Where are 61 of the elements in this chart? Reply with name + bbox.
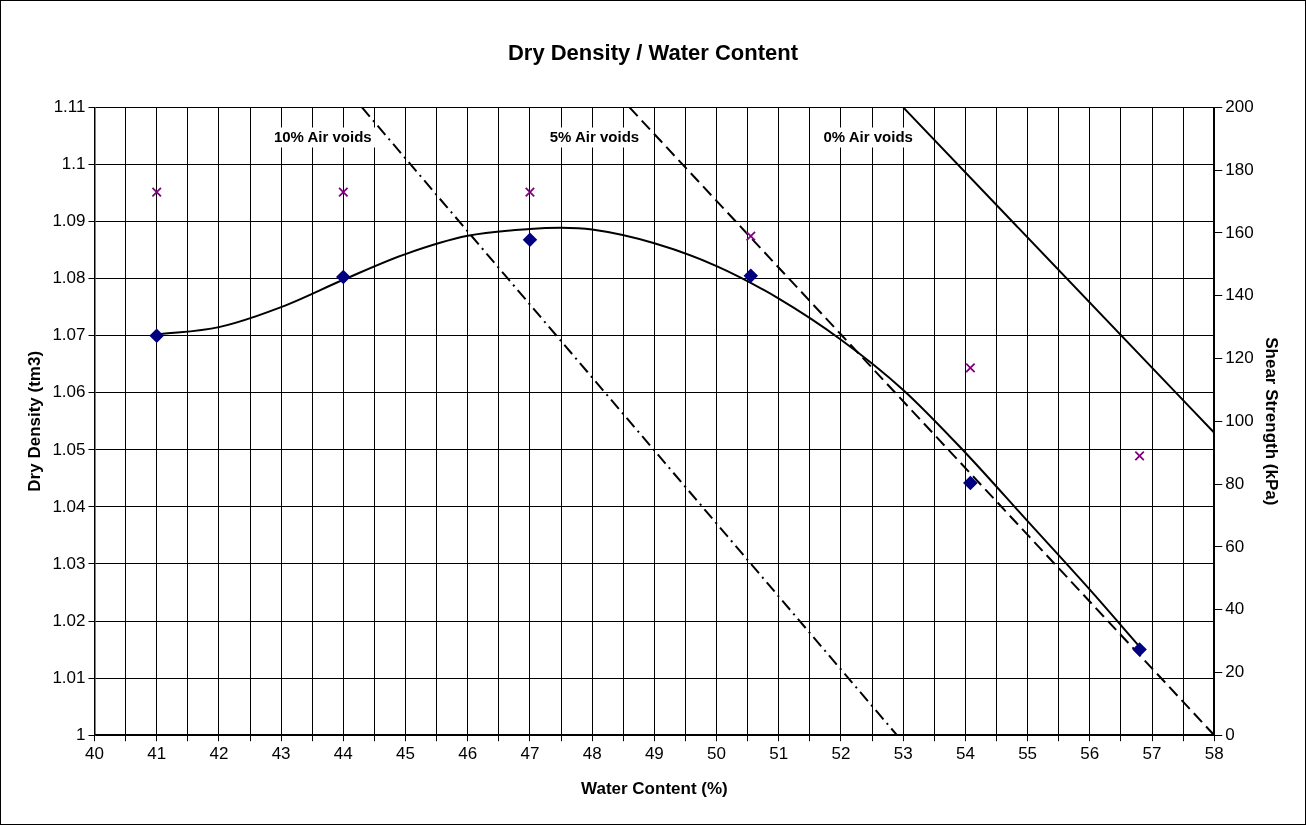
- point: [336, 270, 351, 284]
- point: [149, 328, 164, 343]
- y2-tick-label: 160: [1225, 222, 1254, 242]
- point: [963, 476, 978, 490]
- x-tick-label: 55: [1018, 744, 1038, 764]
- y2-tick-label: 0: [1225, 724, 1235, 744]
- x-tick-label: 43: [271, 744, 291, 764]
- y2-tick-label: 120: [1225, 348, 1254, 368]
- x-tick-label: 53: [893, 744, 913, 764]
- x-tick-label: 51: [769, 744, 789, 764]
- x-tick-label: 42: [209, 744, 229, 764]
- chart-title: Dry Density / Water Content: [507, 40, 799, 66]
- x-tick-label: 45: [396, 744, 415, 764]
- x-tick-label: 49: [644, 744, 664, 764]
- point: [745, 230, 756, 242]
- y-axis-title: Dry Density (tm3): [24, 350, 44, 492]
- y-tick-label: 1.03: [52, 553, 86, 573]
- y-tick-label: 1.11: [53, 97, 86, 117]
- y-tick-label: 1: [76, 724, 86, 744]
- y2-tick-label: 20: [1225, 662, 1245, 682]
- y-tick-label: 1.05: [52, 439, 86, 459]
- y-tick-label: 1.09: [52, 211, 86, 231]
- point: [743, 268, 758, 283]
- point: [338, 187, 349, 198]
- y2-axis-title: Shear Strength (kPa): [1262, 337, 1282, 506]
- y-tick-label: 1.08: [52, 268, 86, 288]
- y-tick-label: 1.1: [61, 154, 86, 174]
- point: [524, 187, 536, 198]
- y2-tick-label: 60: [1225, 536, 1245, 556]
- y2-tick-label: 200: [1225, 97, 1254, 117]
- x-tick-label: 41: [147, 744, 167, 764]
- x-tick-label: 40: [85, 744, 104, 764]
- point: [523, 232, 537, 247]
- x-tick-label: 50: [707, 744, 727, 764]
- x-axis-title: Water Content (%): [581, 779, 728, 799]
- point: [965, 362, 976, 374]
- series-label: 5% Air voids: [549, 127, 640, 145]
- series-label: 0% Air voids: [823, 127, 913, 145]
- y-tick-label: 1.04: [52, 496, 86, 516]
- point: [1134, 450, 1145, 461]
- x-tick-label: 44: [333, 744, 353, 764]
- y2-tick-label: 100: [1225, 410, 1254, 430]
- x-tick-label: 47: [520, 744, 540, 764]
- y2-tick-label: 140: [1225, 285, 1254, 305]
- x-tick-label: 46: [458, 744, 478, 764]
- y-tick-label: 1.01: [52, 667, 86, 687]
- y2-tick-label: 40: [1225, 599, 1245, 619]
- x-tick-label: 57: [1142, 744, 1162, 764]
- x-tick-label: 48: [582, 744, 602, 764]
- series-label: 10% Air voids: [273, 127, 372, 145]
- y-tick-label: 1.02: [52, 610, 86, 630]
- x-tick-label: 58: [1204, 744, 1224, 764]
- y2-tick-label: 80: [1225, 473, 1245, 493]
- x-tick-label: 56: [1080, 744, 1100, 764]
- point: [151, 187, 162, 198]
- x-tick-label: 52: [831, 744, 851, 764]
- x-tick-label: 54: [955, 744, 975, 764]
- y-tick-label: 1.06: [52, 382, 86, 402]
- y2-tick-label: 180: [1225, 159, 1254, 179]
- point: [1132, 642, 1147, 657]
- y-tick-label: 1.07: [52, 325, 86, 345]
